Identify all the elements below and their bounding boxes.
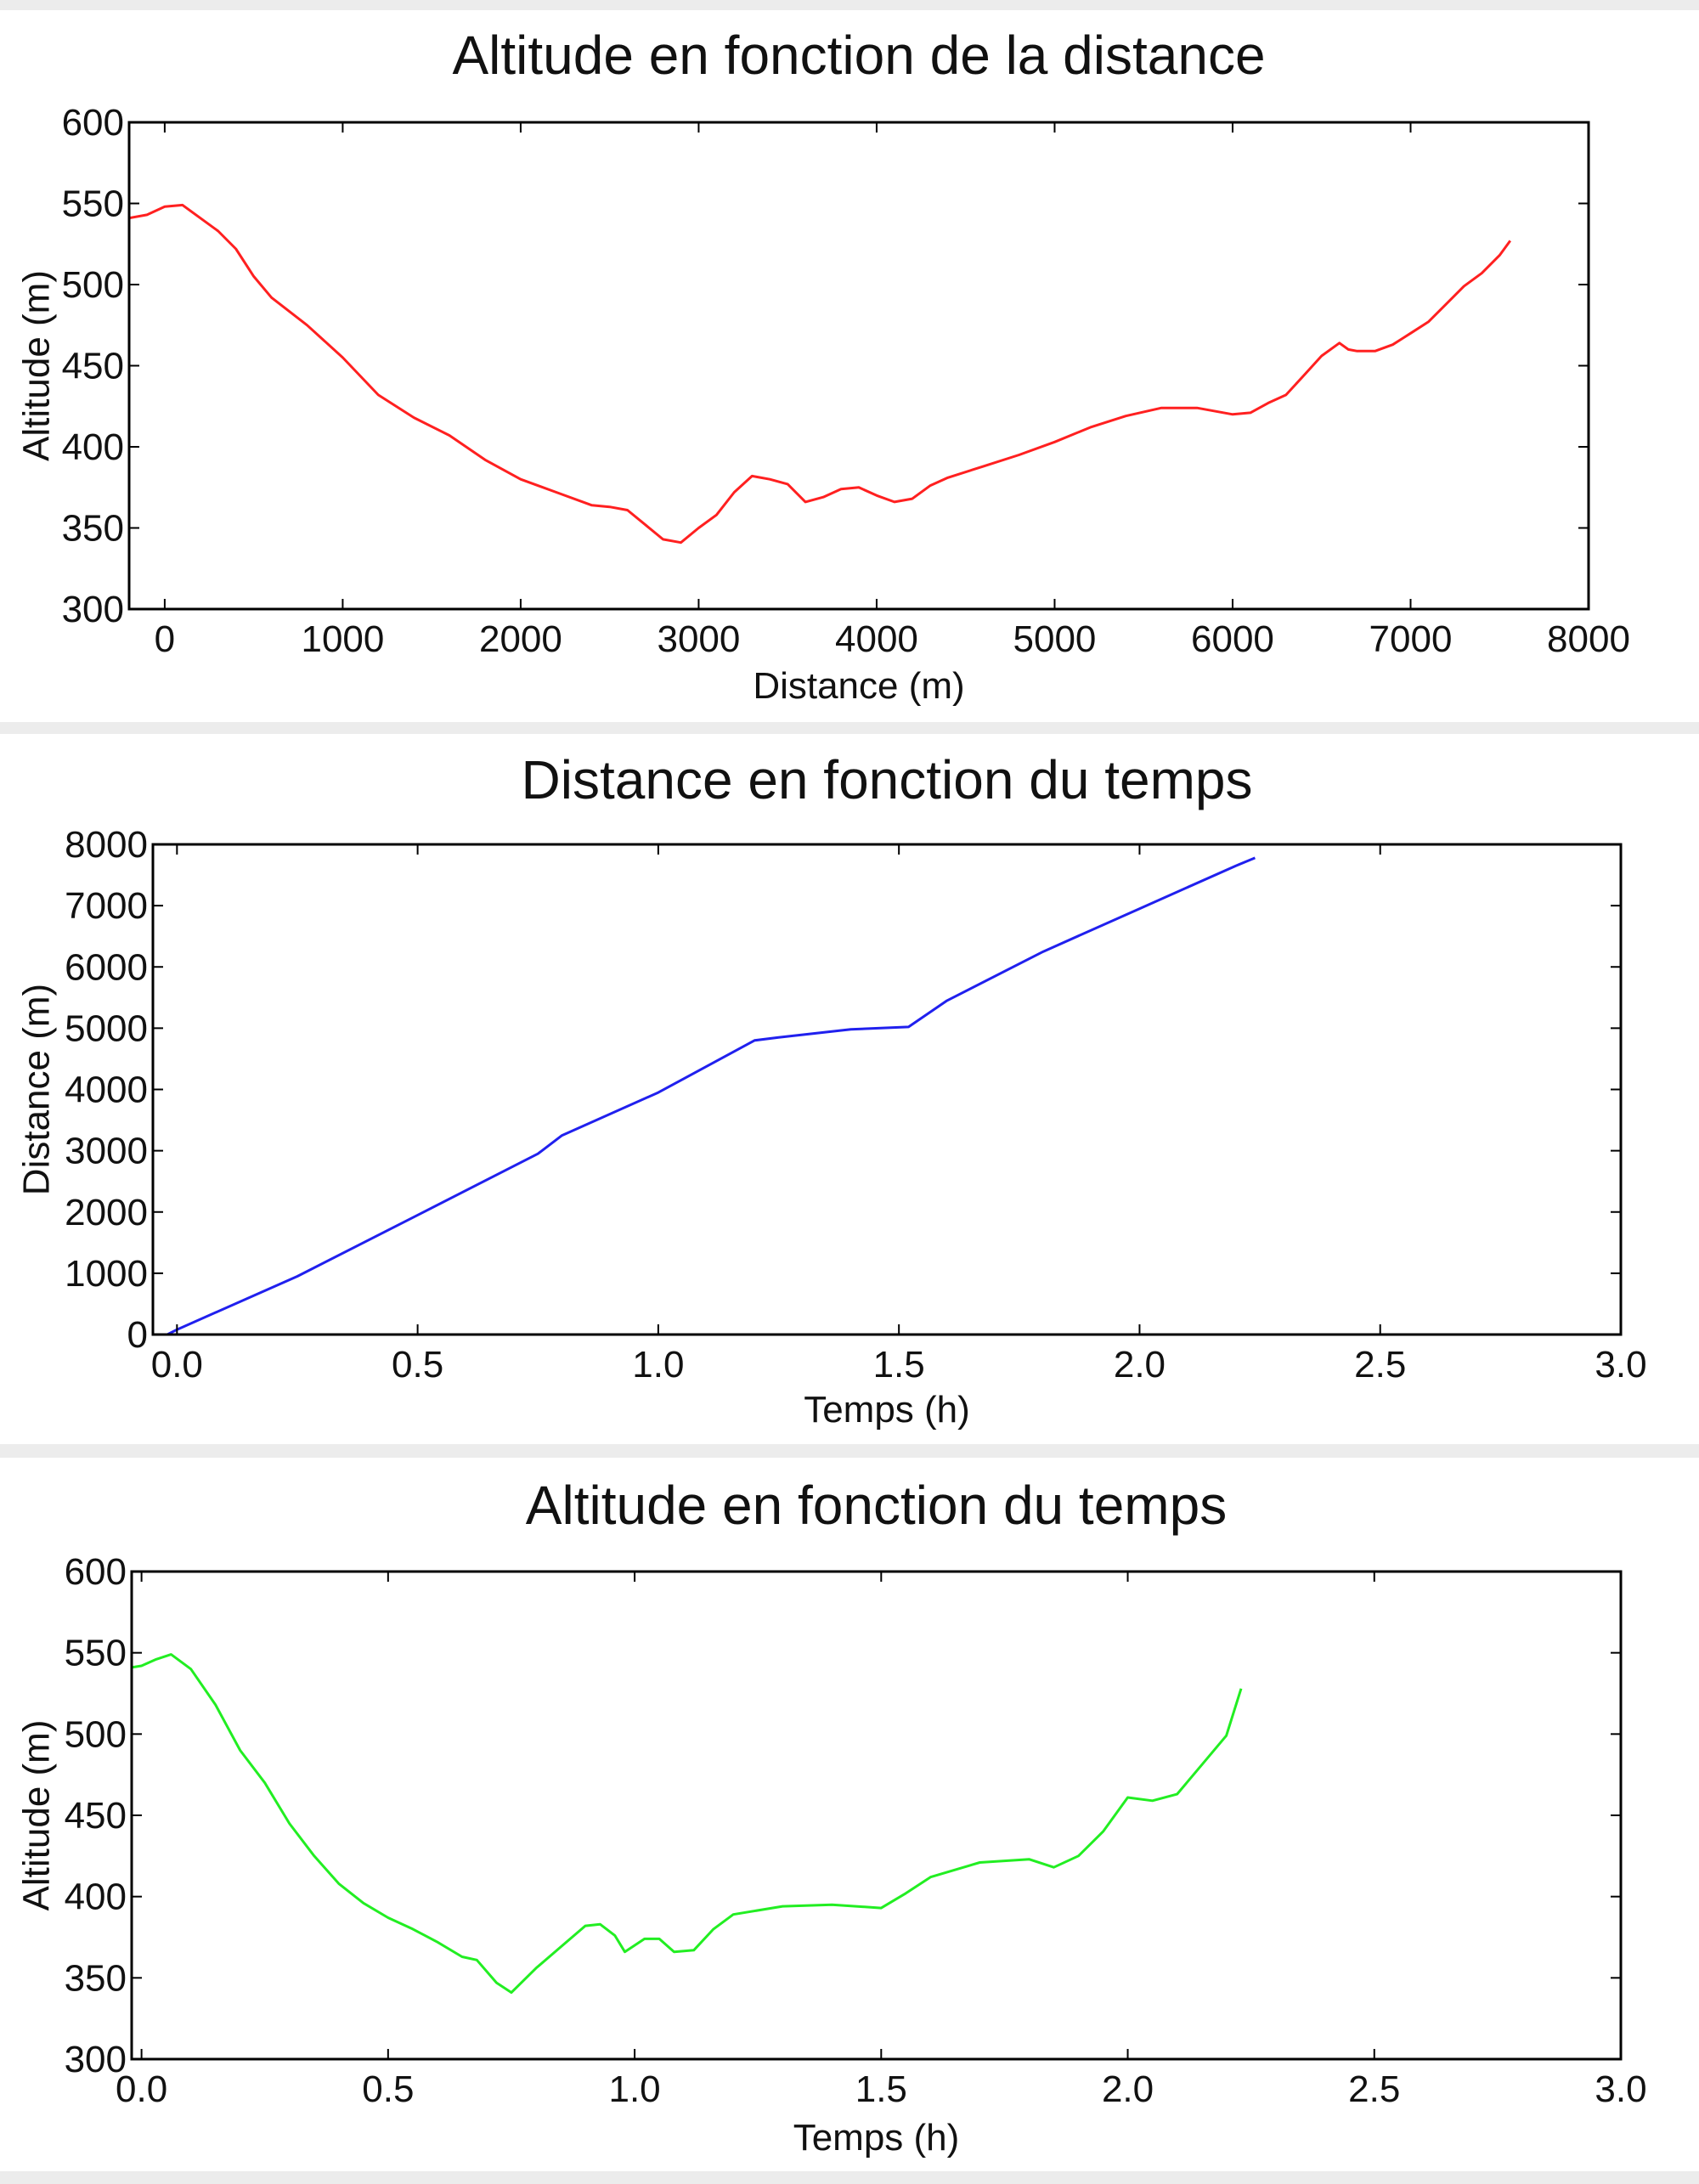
x-tick-label: 2.0 [1114,1344,1166,1385]
x-tick-label: 3000 [657,618,740,660]
x-tick-label: 0.0 [116,2068,167,2110]
y-tick-label: 350 [65,1957,127,1999]
x-tick-label: 0.0 [151,1344,203,1385]
y-tick-label: 6000 [65,946,148,988]
y-tick-label: 7000 [65,885,148,927]
x-tick-label: 2.5 [1354,1344,1406,1385]
x-tick-label: 1.0 [632,1344,684,1385]
series-line-0 [131,1653,1243,1995]
y-tick-label: 400 [62,426,124,468]
series-line-0 [167,856,1256,1336]
x-axis-label: Temps (h) [793,2117,960,2159]
x-tick-label: 4000 [835,618,918,660]
y-tick-label: 4000 [65,1069,148,1111]
x-tick-label: 2.5 [1348,2068,1400,2110]
x-tick-label: 1000 [301,618,384,660]
y-tick-label: 550 [65,1633,127,1674]
plot-frame [151,843,1623,1336]
x-tick-label: 1.5 [873,1344,925,1385]
y-tick-label: 350 [62,508,124,550]
y-tick-label: 5000 [65,1007,148,1049]
x-axis-label: Distance (m) [753,665,964,707]
x-tick-label: 3.0 [1595,1344,1646,1385]
x-tick-label: 2.0 [1102,2068,1154,2110]
y-tick-label: 550 [62,183,124,225]
x-axis-label: Temps (h) [804,1389,970,1431]
chart-panel-altitude-time: Altitude en fonction du temps 0.0 0.5 1.0 1.… [0,1458,1699,2171]
y-tick-label: 450 [62,346,124,387]
y-tick-label: 1000 [65,1253,148,1295]
plot-frame [127,121,1590,611]
chart-distance-time: Distance en fonction du temps 0.0 0.5 1.0 1.… [15,749,1646,1431]
chart-altitude-time: Altitude en fonction du temps 0.0 0.5 1.0 1.… [15,1475,1646,2159]
x-tick-label: 8000 [1547,618,1630,660]
y-axis-label: Distance (m) [15,984,57,1195]
x-tick-label: 7000 [1369,618,1453,660]
y-tick-label: 300 [62,589,124,630]
x-tick-label: 1.0 [608,2068,660,2110]
chart-title: Distance en fonction du temps [522,749,1253,810]
y-tick-label: 600 [65,1551,127,1593]
plot-frame [130,1570,1623,2061]
chart-altitude-distance: Altitude en fonction de la distance 0 1000… [15,25,1630,707]
x-tick-label: 1.5 [855,2068,907,2110]
y-tick-label: 400 [65,1876,127,1918]
y-tick-label: 2000 [65,1192,148,1233]
x-tick-label: 3.0 [1595,2068,1646,2110]
y-tick-label: 0 [127,1314,148,1356]
x-tick-label: 6000 [1191,618,1274,660]
x-tick-label: 0.5 [362,2068,414,2110]
y-tick-label: 450 [65,1795,127,1837]
chart-title: Altitude en fonction de la distance [452,25,1265,86]
x-tick-label: 0 [155,618,175,660]
y-tick-label: 300 [65,2039,127,2080]
x-tick-label: 0.5 [392,1344,443,1385]
x-tick-label: 5000 [1013,618,1097,660]
x-tick-label: 2000 [479,618,562,660]
y-tick-label: 500 [65,1713,127,1755]
y-tick-label: 8000 [65,824,148,866]
chart-panel-altitude-distance: Altitude en fonction de la distance 0 1000… [0,10,1699,722]
y-axis-label: Altitude (m) [15,270,57,461]
chart-title: Altitude en fonction du temps [526,1475,1227,1536]
y-axis-label: Altitude (m) [15,1720,57,1911]
y-tick-label: 600 [62,102,124,144]
series-line-0 [128,203,1512,545]
chart-panel-distance-time: Distance en fonction du temps 0.0 0.5 1.0 1.… [0,734,1699,1444]
y-tick-label: 3000 [65,1131,148,1172]
y-tick-label: 500 [62,264,124,306]
